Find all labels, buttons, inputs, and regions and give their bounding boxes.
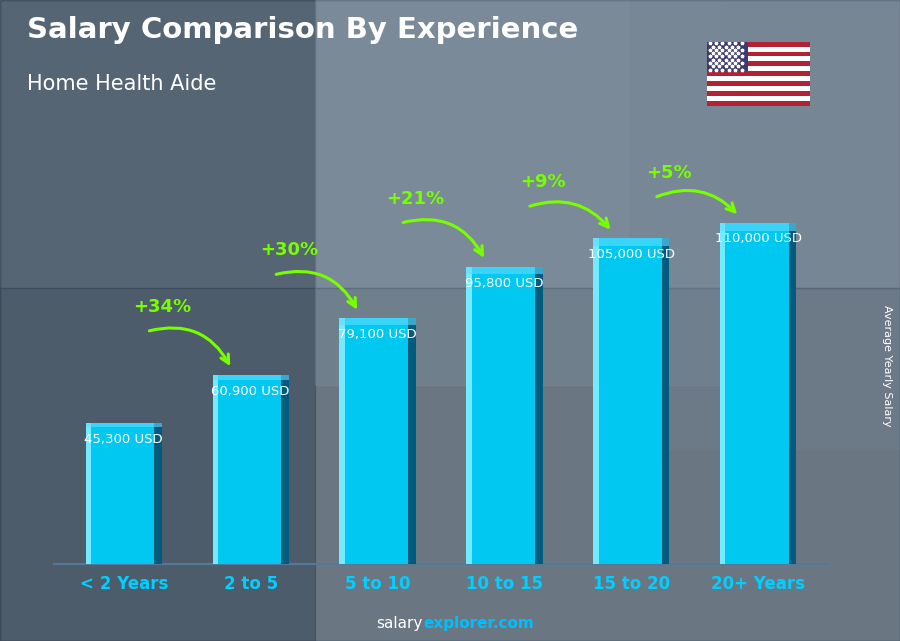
Bar <box>706 42 748 71</box>
Bar <box>339 319 416 564</box>
Bar <box>706 76 810 81</box>
Text: 79,100 USD: 79,100 USD <box>338 328 417 342</box>
Text: +34%: +34% <box>133 298 191 316</box>
Bar <box>706 56 810 62</box>
Text: +21%: +21% <box>387 190 445 208</box>
Text: 105,000 USD: 105,000 USD <box>588 248 675 261</box>
Bar <box>0 0 315 641</box>
Bar <box>706 86 810 91</box>
Bar <box>706 51 810 56</box>
Text: 95,800 USD: 95,800 USD <box>465 276 544 290</box>
Text: +9%: +9% <box>519 174 565 192</box>
Text: salary: salary <box>376 617 423 631</box>
Bar <box>535 267 543 564</box>
Bar <box>630 0 900 449</box>
Bar <box>86 424 91 564</box>
Text: +5%: +5% <box>646 164 692 182</box>
Text: explorer.com: explorer.com <box>423 617 534 631</box>
Bar <box>339 319 345 564</box>
Bar <box>706 62 810 66</box>
Bar <box>315 0 720 385</box>
Bar <box>86 424 162 564</box>
Text: 60,900 USD: 60,900 USD <box>212 385 290 398</box>
Bar <box>706 66 810 71</box>
Bar <box>408 319 416 564</box>
Bar <box>706 71 810 76</box>
Bar <box>86 424 162 427</box>
Bar <box>706 91 810 96</box>
Bar <box>706 42 810 47</box>
Bar <box>466 267 543 274</box>
Bar <box>706 101 810 106</box>
Text: Average Yearly Salary: Average Yearly Salary <box>881 304 892 426</box>
Bar <box>212 375 218 564</box>
Bar <box>0 0 900 288</box>
Text: 45,300 USD: 45,300 USD <box>85 433 163 446</box>
Bar <box>466 267 472 564</box>
Bar <box>281 375 289 564</box>
Text: Salary Comparison By Experience: Salary Comparison By Experience <box>27 16 578 44</box>
Text: +30%: +30% <box>260 242 318 260</box>
Bar <box>0 288 900 641</box>
Bar <box>706 47 810 51</box>
Bar <box>154 424 162 564</box>
Text: Home Health Aide: Home Health Aide <box>27 74 216 94</box>
Bar <box>339 319 416 324</box>
Bar <box>662 238 670 564</box>
Bar <box>720 222 796 231</box>
Bar <box>720 222 725 564</box>
Bar <box>706 96 810 101</box>
Bar <box>720 222 796 564</box>
Bar <box>466 267 543 564</box>
Bar <box>212 375 289 564</box>
Text: 110,000 USD: 110,000 USD <box>715 233 802 246</box>
Bar <box>706 81 810 86</box>
Bar <box>593 238 670 246</box>
Bar <box>593 238 598 564</box>
Bar <box>593 238 670 564</box>
Bar <box>788 222 796 564</box>
Bar <box>212 375 289 379</box>
